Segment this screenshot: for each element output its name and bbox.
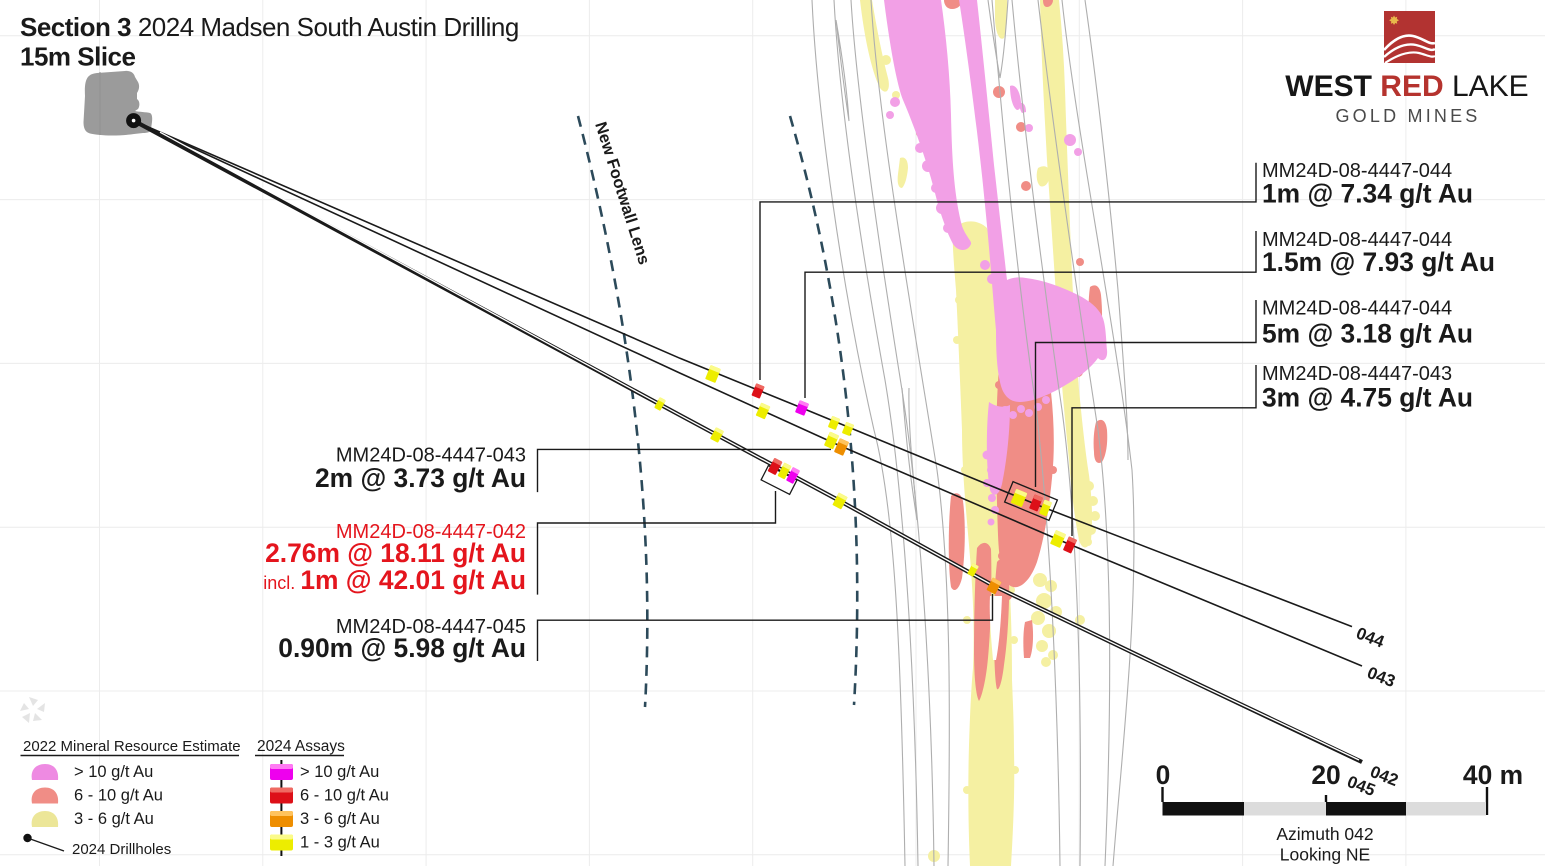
svg-text:1 - 3 g/t Au: 1 - 3 g/t Au (300, 834, 380, 852)
svg-text:6 - 10 g/t Au: 6 - 10 g/t Au (74, 787, 163, 805)
svg-text:3 - 6 g/t Au: 3 - 6 g/t Au (74, 810, 154, 828)
svg-text:MM24D-08-4447-044: MM24D-08-4447-044 (1262, 160, 1452, 182)
svg-text:20: 20 (1311, 760, 1340, 790)
svg-text:MM24D-08-4447-044: MM24D-08-4447-044 (1262, 298, 1452, 320)
svg-text:1m @ 7.34 g/t Au: 1m @ 7.34 g/t Au (1262, 179, 1473, 209)
svg-text:15m Slice: 15m Slice (20, 42, 136, 72)
svg-text:GOLD MINES: GOLD MINES (1335, 106, 1480, 126)
svg-text:40 m: 40 m (1463, 760, 1523, 790)
svg-text:Azimuth 042: Azimuth 042 (1276, 824, 1373, 844)
svg-text:6 - 10 g/t Au: 6 - 10 g/t Au (300, 787, 389, 805)
svg-text:> 10 g/t Au: > 10 g/t Au (300, 763, 379, 781)
svg-text:2022 Mineral Resource Estimate: 2022 Mineral Resource Estimate (23, 738, 241, 755)
svg-text:WEST RED LAKE: WEST RED LAKE (1285, 70, 1528, 103)
svg-text:5m @ 3.18 g/t Au: 5m @ 3.18 g/t Au (1262, 319, 1473, 349)
svg-text:MM24D-08-4447-043: MM24D-08-4447-043 (1262, 363, 1452, 385)
svg-text:MM24D-08-4447-042: MM24D-08-4447-042 (336, 521, 526, 543)
svg-text:2024 Drillholes: 2024 Drillholes (72, 841, 171, 858)
svg-text:MM24D-08-4447-043: MM24D-08-4447-043 (336, 444, 526, 466)
svg-text:Section 3 2024 Madsen South Au: Section 3 2024 Madsen South Austin Drill… (20, 12, 519, 42)
svg-text:1.5m @ 7.93 g/t Au: 1.5m @ 7.93 g/t Au (1262, 247, 1495, 277)
svg-text:MM24D-08-4447-044: MM24D-08-4447-044 (1262, 229, 1452, 251)
svg-text:MM24D-08-4447-045: MM24D-08-4447-045 (336, 616, 526, 638)
svg-text:3m @ 4.75 g/t Au: 3m @ 4.75 g/t Au (1262, 383, 1473, 413)
svg-text:0: 0 (1156, 760, 1171, 790)
svg-text:Looking NE: Looking NE (1280, 845, 1370, 865)
svg-text:2024 Assays: 2024 Assays (257, 738, 345, 755)
svg-text:2m @ 3.73 g/t Au: 2m @ 3.73 g/t Au (315, 463, 526, 493)
svg-text:0.90m @ 5.98 g/t Au: 0.90m @ 5.98 g/t Au (278, 633, 526, 663)
svg-text:2.76m @ 18.11 g/t Au: 2.76m @ 18.11 g/t Au (265, 538, 526, 568)
svg-text:> 10 g/t Au: > 10 g/t Au (74, 763, 153, 781)
svg-text:incl. 1m @ 42.01 g/t Au: incl. 1m @ 42.01 g/t Au (263, 565, 526, 595)
svg-text:3 - 6 g/t Au: 3 - 6 g/t Au (300, 810, 380, 828)
